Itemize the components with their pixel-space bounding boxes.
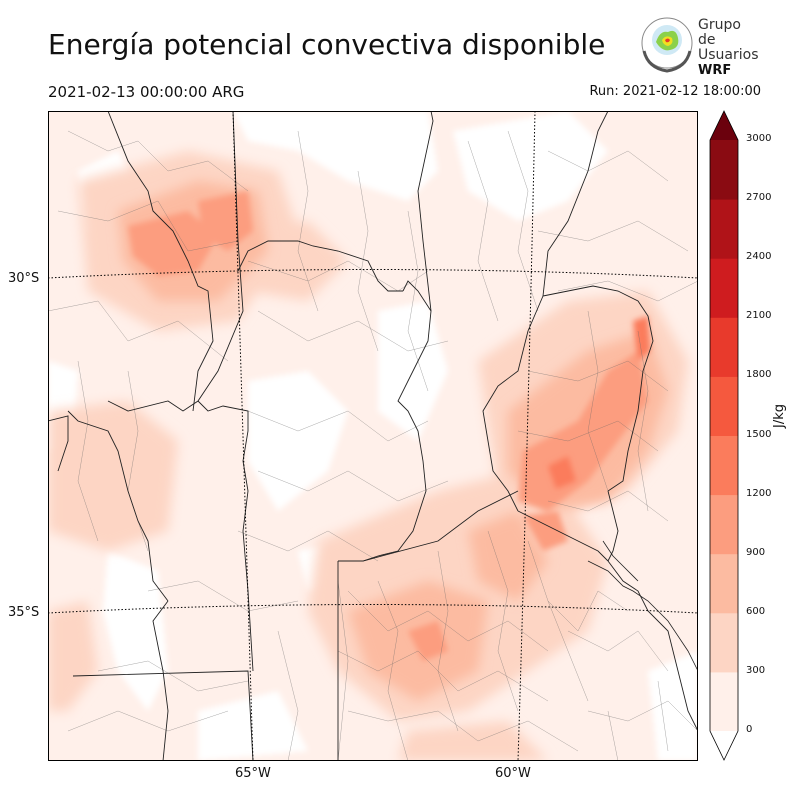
colorbar-tick-label: 600	[746, 605, 766, 617]
logo-line1: Grupo de	[698, 17, 741, 48]
map-title: Energía potencial convectiva disponible	[48, 28, 606, 61]
lon-label-60w: 60°W	[495, 766, 531, 781]
graticule	[48, 111, 698, 761]
colorbar-segment	[710, 376, 738, 436]
colorbar-segment	[710, 612, 738, 673]
map-frame	[48, 111, 698, 761]
colorbar-unit: J/kg	[772, 404, 787, 428]
colorbar-extend-min	[710, 731, 738, 760]
logo-line2: Usuarios	[698, 47, 759, 63]
colorbar-segment	[710, 553, 738, 614]
colorbar-segment	[710, 494, 738, 555]
graticule-60w	[517, 111, 536, 761]
colorbar-tick-label: 900	[746, 546, 766, 558]
graticule-30s	[48, 269, 698, 279]
run-time: Run: 2021-02-12 18:00:00	[589, 84, 761, 99]
colorbar-segment	[710, 435, 738, 496]
colorbar-tick-label: 3000	[746, 133, 772, 144]
colorbar-segment	[710, 199, 738, 259]
colorbar-tick-label: 2100	[746, 310, 772, 322]
colorbar-tick-label: 1800	[746, 369, 772, 381]
colorbar-segment	[710, 140, 738, 200]
lat-label-30s: 30°S	[8, 271, 40, 286]
colorbar-outline	[709, 110, 739, 761]
colorbar	[709, 110, 739, 761]
valid-time: 2021-02-13 00:00:00 ARG	[48, 83, 245, 101]
coastline	[587, 540, 698, 672]
colorbar-segment	[710, 317, 738, 377]
logo-globe-icon	[641, 17, 693, 73]
logo-text: Grupo de Usuarios WRF	[698, 17, 759, 79]
department-borders	[48, 130, 698, 761]
logo-line3: WRF	[698, 63, 732, 78]
graticule-35s	[48, 604, 698, 614]
lat-label-35s: 35°S	[8, 605, 40, 620]
colorbar-tick-label: 2400	[746, 251, 772, 263]
colorbar-tick-label: 0	[746, 724, 753, 735]
province-borders	[48, 111, 698, 761]
colorbar-segments	[710, 140, 738, 732]
colorbar-segment	[710, 258, 738, 318]
colorbar-segment	[710, 671, 738, 732]
colorbar-extend-max	[710, 111, 738, 140]
cape-band-1200	[548, 316, 650, 489]
colorbar-tick-label: 1500	[746, 428, 772, 440]
grupo-usuarios-wrf-logo: Grupo de Usuarios WRF	[638, 16, 759, 78]
graticule-65w	[232, 111, 254, 761]
colorbar-tick-label: 2700	[746, 192, 772, 204]
colorbar-tick-label: 300	[746, 664, 766, 676]
cape-map	[48, 111, 698, 761]
lon-label-65w: 65°W	[235, 766, 271, 781]
colorbar-tick-label: 1200	[746, 487, 772, 499]
